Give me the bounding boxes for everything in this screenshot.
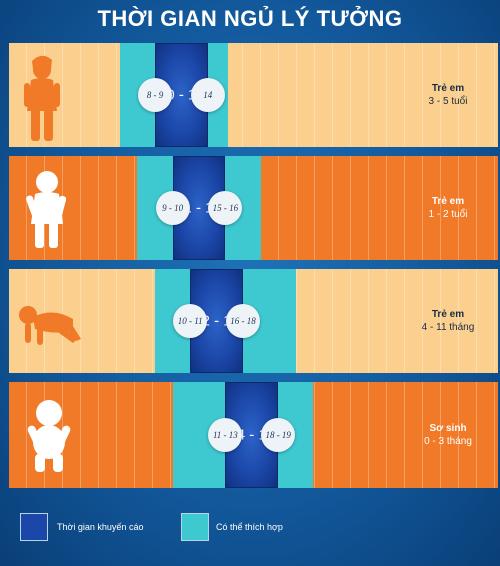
- age-group-label: Trẻ em 3 - 5 tuổi: [408, 82, 488, 108]
- age-group-name: Sơ sinh: [429, 423, 467, 434]
- age-range: 4 - 11 tháng: [421, 322, 475, 333]
- age-group-name: Trẻ em: [431, 196, 465, 207]
- low-hours-bubble: 11 - 13: [208, 418, 243, 452]
- age-group-label: Trẻ em 4 - 11 tháng: [408, 308, 488, 334]
- age-row-1-2-years: 11 - 14 9 - 10 15 - 16 Trẻ em 1 - 2 tuổi: [9, 156, 498, 260]
- age-group-name: Trẻ em: [431, 309, 465, 320]
- age-row-4-11-months: 12 - 15 10 - 11 16 - 18 Trẻ em 4 - 11 tháng: [9, 269, 498, 373]
- legend-label-may-be-appropriate: Có thể thích hợp: [216, 522, 283, 532]
- age-range: 0 - 3 tháng: [424, 436, 472, 447]
- age-group-label: Trẻ em 1 - 2 tuổi: [408, 195, 488, 221]
- legend-label-recommended: Thời gian khuyến cáo: [57, 522, 144, 532]
- child-silhouette-icon: [24, 55, 60, 141]
- page-title: THỜI GIAN NGỦ LÝ TƯỞNG: [97, 6, 403, 31]
- high-hours-bubble: 14: [190, 78, 225, 112]
- low-hours-bubble: 9 - 10: [155, 191, 190, 225]
- legend-swatch-recommended: [20, 513, 48, 541]
- high-hours-bubble: 18 - 19: [261, 418, 296, 452]
- low-hours-bubble: 8 - 9: [138, 78, 172, 112]
- high-hours-bubble: 15 - 16: [208, 191, 243, 225]
- age-row-3-5-years: 10 - 13 8 - 9 14 Trẻ em 3 - 5 tuổi: [9, 43, 498, 147]
- row-grid: [9, 43, 498, 147]
- age-row-0-3-months: 14 - 17 11 - 13 18 - 19 Sơ sinh 0 - 3 tháng: [9, 382, 498, 488]
- low-hours-bubble: 10 - 11: [173, 304, 208, 338]
- high-hours-bubble: 16 - 18: [226, 304, 260, 338]
- age-range: 3 - 5 tuổi: [428, 96, 468, 107]
- age-group-label: Sơ sinh 0 - 3 tháng: [408, 422, 488, 448]
- newborn-silhouette-icon: [27, 400, 71, 472]
- toddler-silhouette-icon: [26, 171, 67, 248]
- age-range: 1 - 2 tuổi: [428, 209, 468, 220]
- age-group-name: Trẻ em: [431, 83, 465, 94]
- legend-swatch-may-be-appropriate: [181, 513, 209, 541]
- crawling-baby-icon: [19, 306, 81, 345]
